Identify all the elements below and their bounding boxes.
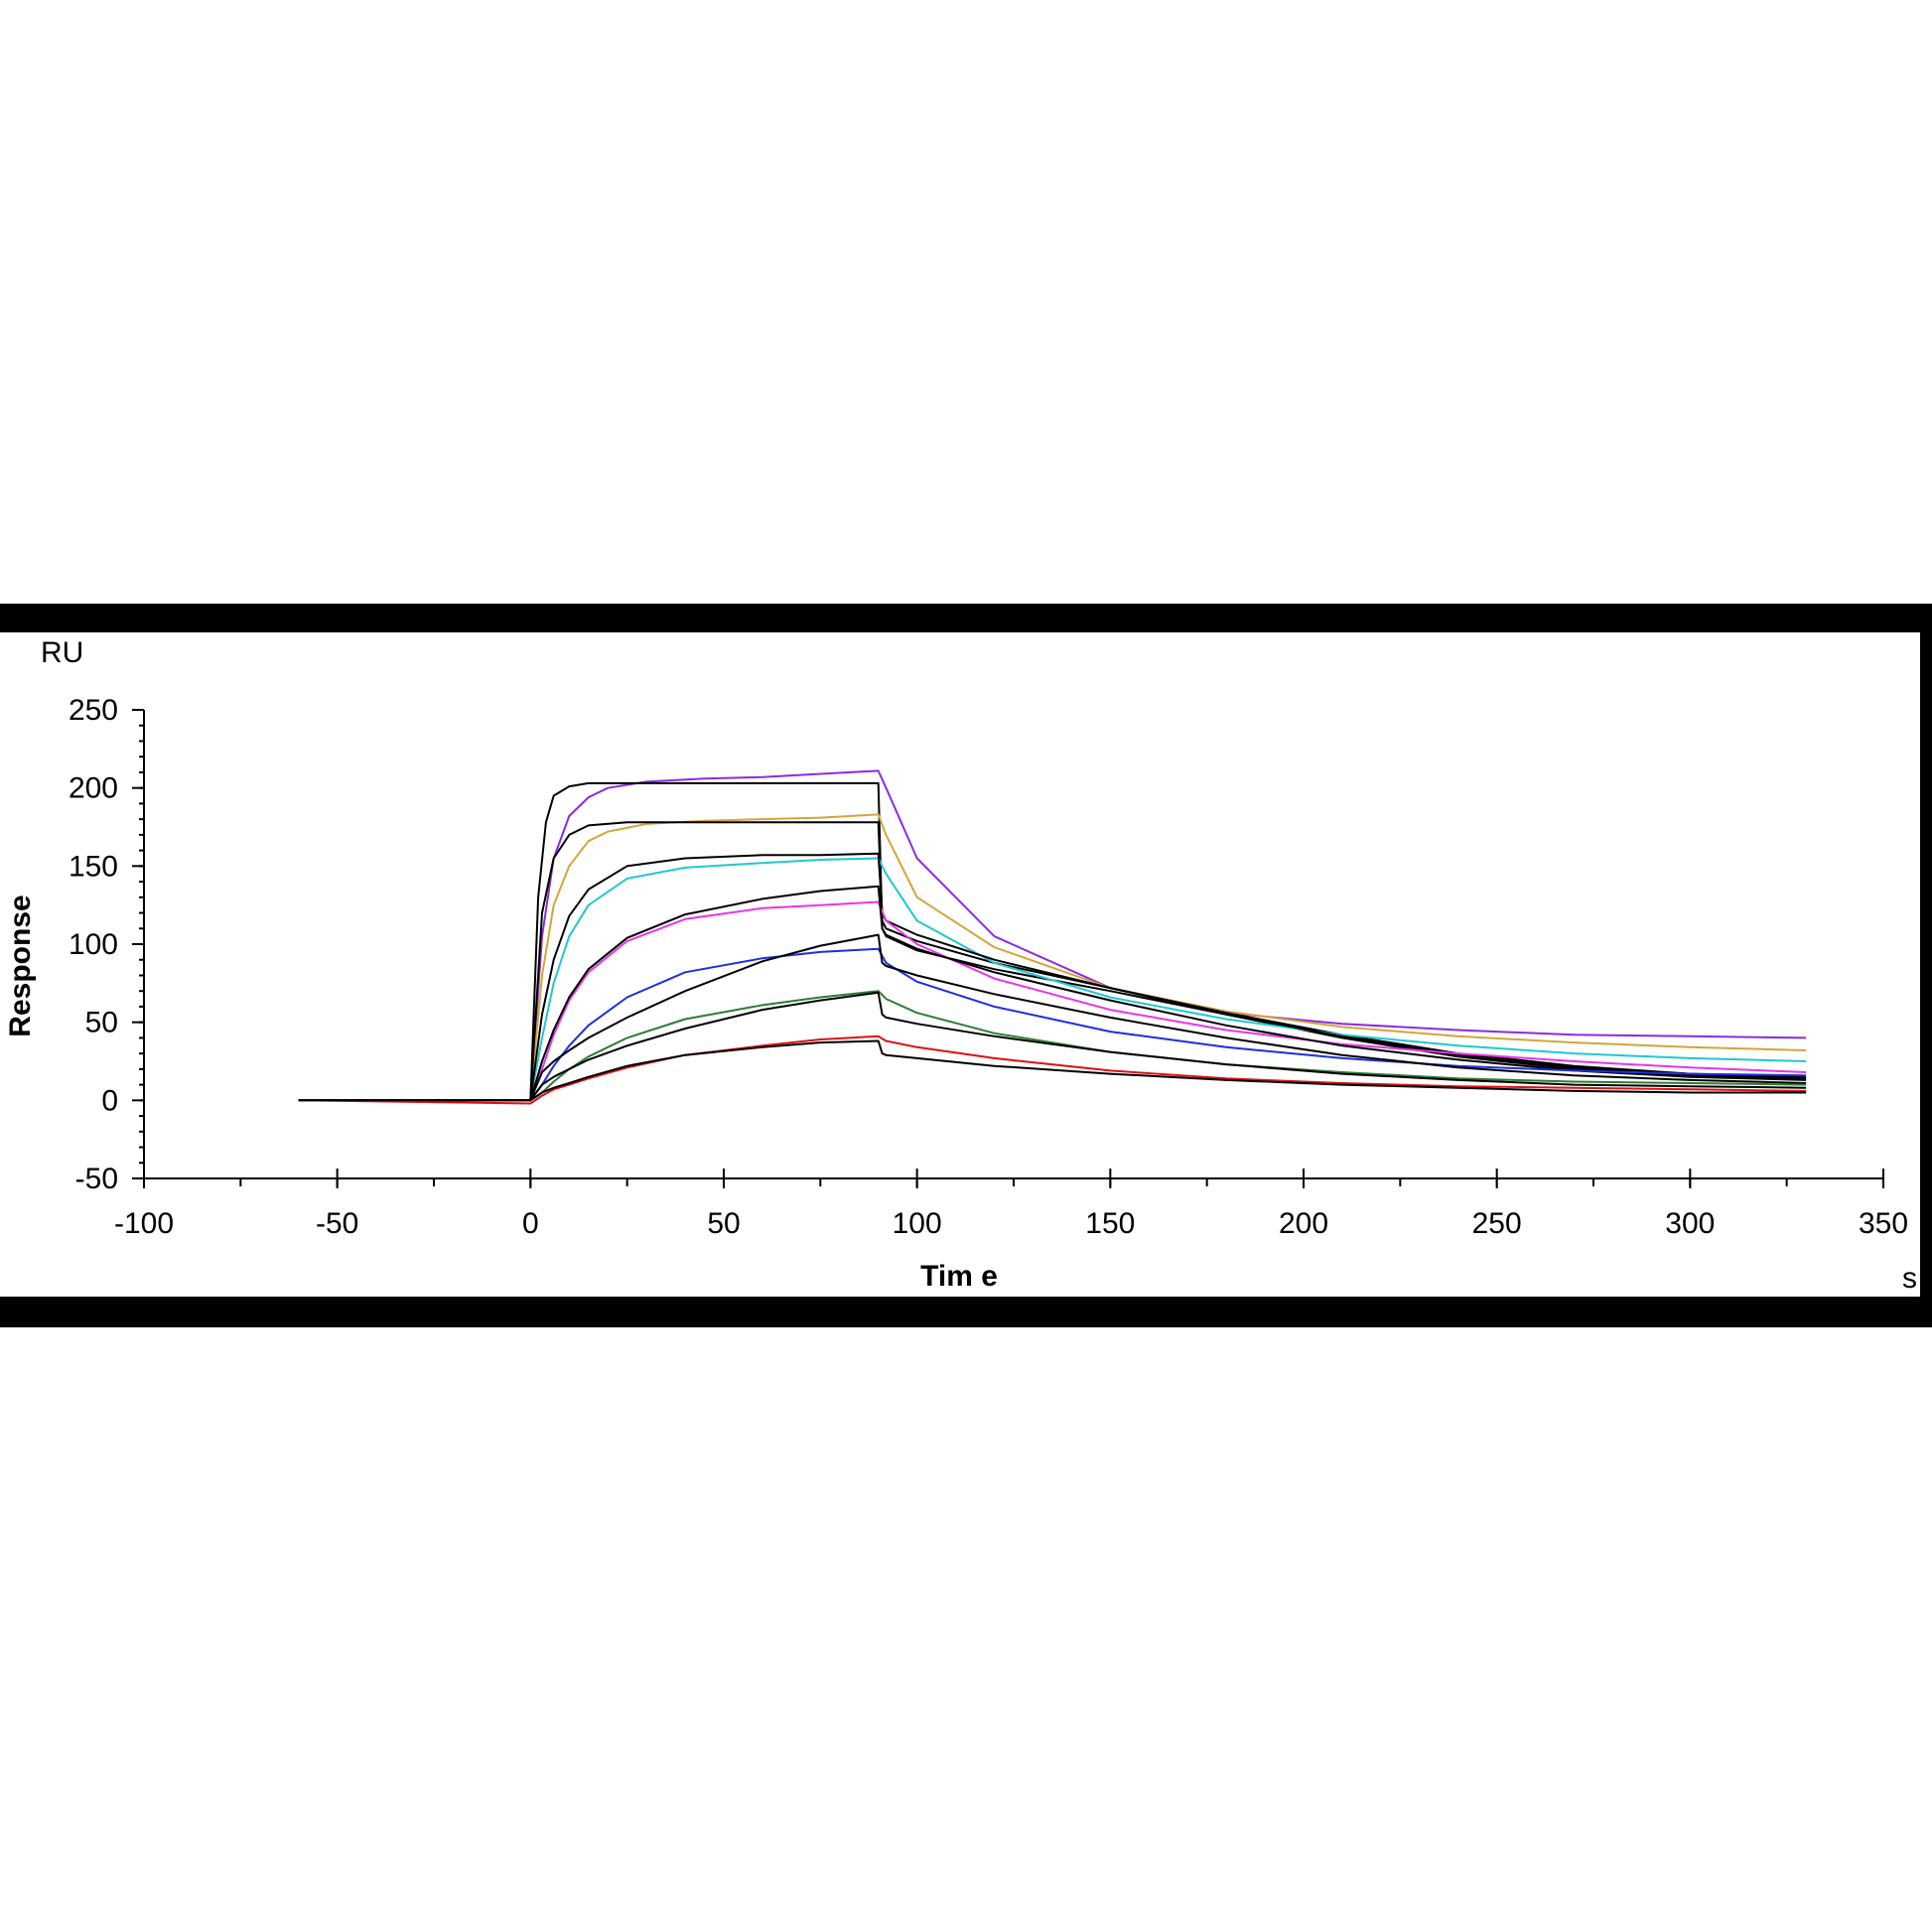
y-axis-title: Response [4,895,37,1036]
series-line-13 [298,1035,1807,1105]
x-tick-label: 0 [522,1207,539,1240]
series-line-3 [298,813,1807,1102]
series-line-6 [298,852,1807,1102]
x-tick-label: 300 [1665,1207,1715,1240]
x-unit-label: s [1902,1262,1917,1295]
y-unit-label: RU [41,636,83,669]
y-tick-label: 250 [69,694,118,727]
x-tick-label: 150 [1085,1207,1135,1240]
series-line-1 [298,769,1807,1102]
series-line-11 [298,990,1807,1102]
x-tick-label: 50 [707,1207,740,1240]
y-tick-label: 200 [69,772,118,805]
y-tick-label: 150 [69,850,118,883]
y-tick-label: -50 [75,1163,118,1195]
x-tick-label: 350 [1859,1207,1908,1240]
frame-right-bar [1920,604,1932,1327]
series-line-2 [298,781,1807,1102]
series-line-7 [298,900,1807,1102]
axes-layer: -50 0 50 100 150 200 250 -100 -50 0 50 100 150 200 250… [69,694,1908,1240]
series-line-10 [298,933,1807,1102]
series-line-14 [298,1039,1807,1102]
y-tick-label: 100 [69,928,118,961]
series-layer [298,769,1807,1105]
frame-bottom-bar [0,1297,1932,1327]
x-tick-label: 200 [1279,1207,1328,1240]
x-tick-label: -50 [316,1207,358,1240]
y-tick-label: 50 [85,1007,118,1039]
x-axis-title: Tim e [920,1260,998,1293]
series-line-8 [298,885,1807,1102]
frame-top-bar [0,604,1932,632]
x-tick-label: 250 [1472,1207,1522,1240]
y-tick-label: 0 [101,1084,118,1117]
series-line-12 [298,991,1807,1102]
x-tick-label: 100 [893,1207,942,1240]
x-tick-label: -100 [114,1207,174,1240]
